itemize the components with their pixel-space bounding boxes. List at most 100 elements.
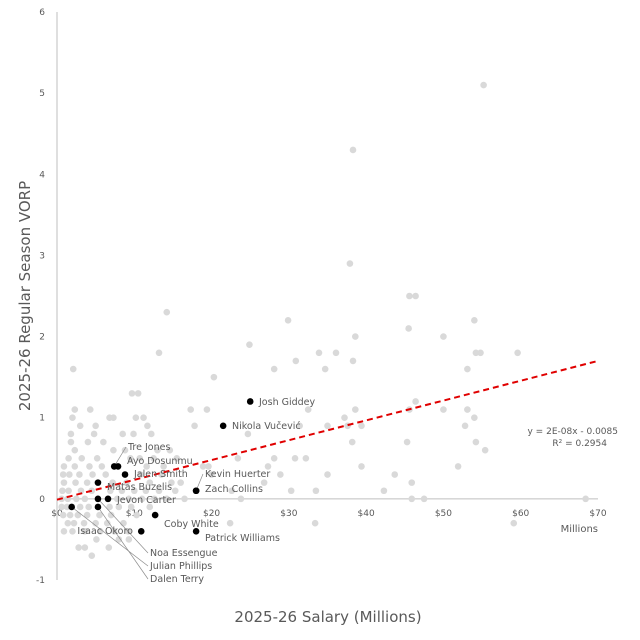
data-point (380, 487, 388, 495)
data-point (358, 422, 365, 430)
data-point (440, 333, 447, 340)
point-label: Noa Essengue (150, 548, 218, 559)
data-point (88, 552, 96, 559)
data-point (226, 519, 234, 527)
data-point (352, 333, 359, 340)
data-point (471, 317, 478, 324)
data-point (81, 495, 89, 503)
data-point (163, 308, 171, 316)
data-point (349, 146, 357, 154)
x-tick-label: $40 (358, 509, 375, 519)
data-point (71, 406, 79, 413)
y-tick-label: 2 (39, 333, 45, 343)
data-point (136, 454, 143, 462)
highlighted-point (94, 495, 102, 503)
point-label: Kevin Huerter (205, 469, 270, 480)
data-point (228, 487, 235, 495)
data-point (191, 422, 198, 430)
highlighted-point (192, 528, 200, 535)
data-point (137, 471, 144, 478)
highlighted-point (94, 503, 102, 511)
data-point (67, 430, 75, 438)
data-point (128, 390, 136, 397)
data-point (142, 487, 150, 495)
y-tick-label: 4 (39, 170, 45, 180)
data-point (96, 528, 104, 535)
data-point (321, 365, 329, 373)
data-point (134, 390, 142, 397)
data-point (349, 357, 357, 365)
data-point (324, 422, 331, 430)
point-label: Jalen Smith (133, 469, 188, 480)
point-label: Tre Jones (127, 442, 170, 453)
data-point (92, 422, 99, 430)
data-point (264, 463, 272, 470)
data-point (146, 479, 154, 486)
data-point (105, 544, 113, 551)
data-point (158, 471, 165, 478)
point-label: Isaac Okoro (77, 526, 133, 537)
data-point (346, 260, 354, 267)
data-point (408, 479, 416, 486)
data-point (78, 454, 86, 462)
data-point (127, 454, 134, 462)
point-label: Zach Collins (205, 484, 263, 495)
y-tick-label: 3 (39, 251, 45, 261)
trendline-r-squared: R² = 0.2954 (552, 439, 607, 449)
data-point (315, 349, 323, 357)
data-point (205, 463, 212, 470)
data-point (60, 479, 68, 486)
data-point (70, 519, 78, 527)
data-point (144, 422, 151, 430)
data-point (270, 365, 278, 373)
data-point (210, 373, 218, 381)
data-point (440, 406, 447, 413)
data-point (93, 454, 101, 462)
data-point (480, 81, 487, 89)
data-point (71, 446, 79, 454)
highlighted-point (94, 479, 102, 486)
point-label: Matas Buzelis (107, 482, 172, 493)
x-tick-label: $70 (589, 509, 606, 519)
highlighted-point (137, 528, 145, 535)
data-point (80, 519, 88, 527)
data-point (83, 511, 91, 519)
data-point (461, 422, 469, 430)
data-point (85, 503, 92, 511)
data-point (481, 446, 489, 454)
data-point (60, 463, 68, 470)
data-point (412, 292, 419, 300)
data-point (296, 422, 303, 430)
data-point (237, 495, 245, 503)
trendline (56, 359, 599, 501)
data-point (76, 422, 84, 430)
data-point (155, 349, 163, 357)
data-point (138, 495, 146, 503)
data-point (102, 471, 109, 478)
data-point (166, 446, 174, 454)
data-point (391, 471, 399, 478)
data-point (110, 446, 117, 454)
data-point (472, 438, 480, 446)
data-point (168, 479, 175, 486)
data-point (208, 471, 215, 478)
data-point (59, 471, 67, 478)
data-point (405, 325, 412, 332)
data-point (115, 536, 123, 543)
data-point (311, 519, 319, 527)
data-point (203, 406, 211, 413)
data-point (291, 454, 299, 462)
data-point (100, 438, 107, 446)
data-point (412, 398, 419, 405)
x-tick-label: $60 (512, 509, 529, 519)
highlighted-point (68, 503, 75, 511)
y-axis-title: 2025-26 Regular Season VORP (16, 181, 34, 411)
data-point (155, 487, 163, 495)
data-point (113, 495, 121, 503)
data-point (154, 446, 161, 454)
data-point (69, 528, 76, 535)
data-point (89, 471, 96, 478)
data-point (72, 479, 79, 486)
